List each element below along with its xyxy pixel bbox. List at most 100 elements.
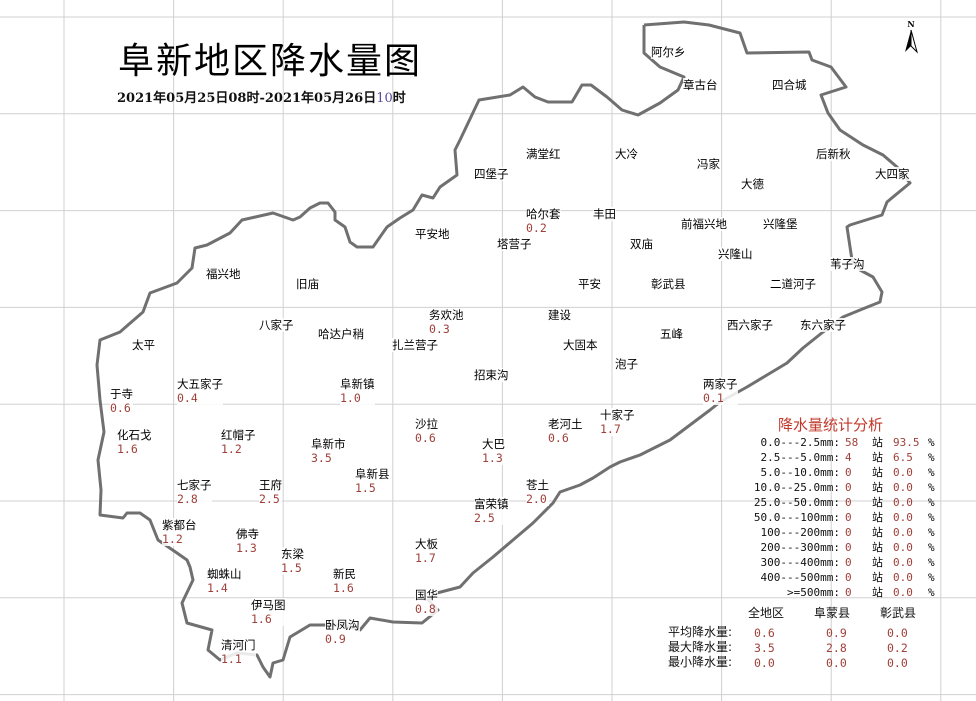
summary-value: 0.0	[754, 656, 775, 670]
station-unit: 站	[872, 481, 883, 494]
percent-value: 0.0	[893, 571, 913, 584]
station-name: 福兴地	[206, 267, 241, 281]
station-rainfall-value: 0.4	[177, 391, 198, 405]
station-unit: 站	[872, 436, 883, 449]
percent-sign: %	[928, 436, 935, 449]
station-name: 招束沟	[474, 368, 509, 382]
station-rainfall-value: 1.0	[340, 391, 361, 405]
station-rainfall-value: 1.7	[415, 551, 436, 565]
time-range-text: 2021年05月25日08时-2021年05月26日	[117, 91, 377, 106]
percent-value: 0.0	[893, 586, 913, 599]
percent-value: 0.0	[893, 511, 913, 524]
station-label: 七家子 2.8	[177, 478, 212, 506]
map-time-range: 2021年05月25日08时-2021年05月26日10时	[117, 87, 406, 106]
station-rainfall-value: 2.5	[259, 492, 280, 506]
percent-value: 93.5	[893, 436, 920, 449]
station-rainfall-value: 1.2	[221, 442, 242, 456]
station-label: 大五家子 0.4	[177, 377, 223, 405]
station-label: 阿尔乡	[651, 45, 686, 59]
station-label: 阜新县 1.5	[355, 467, 390, 495]
station-count: 0	[845, 526, 852, 539]
north-label: N	[907, 19, 915, 29]
station-count: 0	[845, 511, 852, 524]
col-header-fumeng: 阜蒙县	[814, 606, 851, 620]
station-name: 西六家子	[727, 318, 773, 332]
range-label: >=500mm:	[787, 586, 840, 599]
summary-value: 0.6	[754, 626, 775, 640]
station-rainfall-value: 0.6	[415, 431, 436, 445]
percent-sign: %	[928, 511, 935, 524]
station-name: 苍土	[526, 478, 549, 492]
station-rainfall-value: 2.0	[526, 492, 547, 506]
station-count: 4	[845, 451, 852, 464]
station-label: 十家子 1.7	[600, 408, 635, 436]
station-rainfall-value: 2.8	[177, 492, 198, 506]
station-rainfall-value: 0.3	[429, 322, 450, 336]
range-label: 2.5---5.0mm:	[760, 451, 840, 464]
station-name: 大五家子	[177, 377, 223, 391]
station-rainfall-value: 0.1	[703, 391, 724, 405]
range-label: 25.0--50.0mm:	[753, 496, 840, 509]
station-name: 清河门	[221, 638, 256, 652]
station-name: 阜新县	[355, 467, 390, 481]
station-label: 平安地	[415, 227, 450, 241]
range-label: 400---500mm:	[760, 571, 840, 584]
station-label: 东六家子	[800, 318, 846, 332]
station-name: 四堡子	[474, 167, 509, 181]
station-name: 大四家	[875, 167, 910, 181]
station-rainfall-value: 1.5	[355, 481, 376, 495]
station-label: 四堡子	[474, 167, 509, 181]
col-header-all: 全地区	[748, 606, 785, 620]
station-label: 前福兴地	[681, 217, 727, 231]
summary-row-label: 最小降水量:	[668, 655, 733, 669]
station-name: 彰武县	[651, 277, 686, 291]
range-label: 0.0---2.5mm:	[760, 436, 840, 449]
summary-row-label: 最大降水量:	[668, 640, 733, 654]
station-count: 0	[845, 556, 852, 569]
station-rainfall-value: 0.6	[548, 431, 569, 445]
station-name: 后新秋	[816, 147, 851, 161]
percent-sign: %	[928, 451, 935, 464]
percent-sign: %	[928, 481, 935, 494]
station-rainfall-value: 1.5	[281, 561, 302, 575]
station-unit: 站	[872, 586, 883, 599]
station-unit: 站	[872, 526, 883, 539]
station-label: 佛寺 1.3	[236, 527, 259, 555]
station-label: 大四家	[875, 167, 910, 181]
station-unit: 站	[872, 571, 883, 584]
station-label: 满堂红	[526, 147, 561, 161]
map-title: 阜新地区降水量图	[118, 41, 423, 82]
station-rainfall-value: 1.3	[482, 451, 503, 465]
station-name: 兴隆堡	[763, 217, 798, 231]
station-count: 0	[845, 481, 852, 494]
station-name: 丰田	[593, 207, 616, 221]
station-name: 阜新镇	[340, 377, 375, 391]
station-name: 泡子	[615, 357, 638, 371]
station-label: 八家子	[259, 318, 294, 332]
station-label: 二道河子	[770, 277, 816, 291]
station-name: 前福兴地	[681, 217, 727, 231]
station-count: 0	[845, 586, 852, 599]
percent-sign: %	[928, 556, 935, 569]
range-label: 5.0--10.0mm:	[760, 466, 840, 479]
station-label: 阜新镇 1.0	[340, 377, 375, 405]
station-label: 富荣镇 2.5	[474, 497, 509, 525]
station-name: 新民	[333, 567, 356, 581]
station-name: 化石戈	[117, 428, 152, 442]
percent-value: 0.0	[893, 526, 913, 539]
percent-value: 0.0	[893, 541, 913, 554]
station-name: 苇子沟	[830, 257, 865, 271]
station-rainfall-value: 2.5	[474, 511, 495, 525]
station-label: 冯家	[697, 157, 720, 171]
station-unit: 站	[872, 466, 883, 479]
station-rainfall-value: 0.2	[526, 221, 547, 235]
station-label: 彰武县	[651, 277, 686, 291]
station-name: 务欢池	[429, 308, 464, 322]
station-label: 化石戈 1.6	[117, 428, 152, 456]
percent-sign: %	[928, 496, 935, 509]
station-name: 满堂红	[526, 147, 561, 161]
station-label: 双庙	[630, 237, 653, 251]
percent-value: 0.0	[893, 466, 913, 479]
percent-value: 0.0	[893, 481, 913, 494]
station-label: 大冷	[615, 147, 638, 161]
